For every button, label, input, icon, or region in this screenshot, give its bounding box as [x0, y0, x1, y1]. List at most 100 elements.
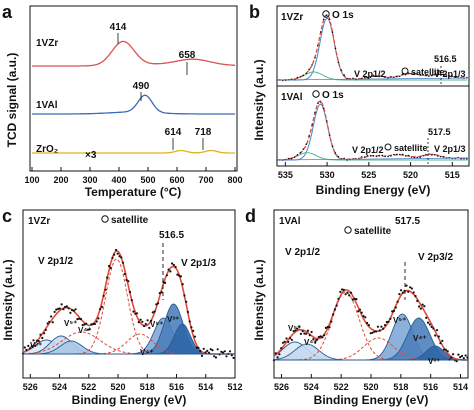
- panel-b-1val-data-point: [410, 156, 413, 158]
- panel-b-1val-data-point: [372, 155, 375, 157]
- panel-d-data-point: [315, 338, 319, 341]
- panel-c-data-point: [23, 346, 26, 349]
- panel-d-data-point: [437, 335, 440, 338]
- panel-d-sample-label: 1VAl: [279, 216, 301, 227]
- panel-d-data-point: [457, 353, 460, 356]
- panel-c-data-point: [25, 348, 28, 351]
- panel-b-1val-data-point: [393, 153, 395, 156]
- panel-c-data-point: [53, 310, 56, 313]
- panel-d-data-point: [358, 308, 362, 311]
- panel-b-1vzr-data-point: [407, 72, 410, 74]
- panel-b-1vzr-data-point: [410, 72, 413, 75]
- panel-d-data-point: [371, 331, 374, 334]
- panel-b-tick-label: 535: [278, 170, 293, 180]
- panel-d-data-point: [430, 325, 433, 328]
- panel-d-xlabel: Binding Energy (eV): [314, 393, 429, 407]
- panel-b-ylabel: Intensity (a.u.): [252, 59, 266, 140]
- panel-c-data-point: [143, 324, 146, 328]
- panel-d-v32-label: V 2p3/2: [418, 252, 453, 263]
- panel-c-species-v4-b: V⁴⁺: [140, 348, 154, 357]
- panel-d-data-point: [423, 305, 426, 308]
- panel-d-data-point: [353, 297, 356, 300]
- panel-c-data-point: [204, 351, 207, 354]
- panel-c-tick-label: 522: [81, 382, 96, 392]
- panel-c-data-point: [57, 307, 60, 310]
- panel-c-data-point: [181, 283, 184, 286]
- panel-b-1vzr-baseline: [276, 77, 470, 81]
- panel-c-data-point: [199, 349, 202, 353]
- panel-d-data-point: [333, 308, 336, 311]
- panel-d-data-point: [392, 309, 396, 312]
- panel-d-data-point: [378, 329, 381, 332]
- satellite-marker-icon: [101, 215, 109, 223]
- panel-b-1vzr-data-point: [425, 74, 427, 77]
- panel-d-data-point: [278, 353, 281, 356]
- panel-c-data-point: [35, 339, 39, 342]
- panel-d-data-point: [383, 324, 387, 327]
- panel-d-data-point: [450, 356, 453, 359]
- panel-c-data-point: [144, 322, 147, 326]
- panel-b-1vzr-data-point: [328, 18, 331, 21]
- panel-d-data-point: [439, 342, 442, 345]
- panel-b-1vzr-component: [277, 71, 468, 81]
- panel-d-data-point: [434, 334, 437, 337]
- panel-b-1val-data-point: [381, 154, 384, 157]
- panel-c-data-point: [211, 349, 214, 352]
- panel-d-v12-label: V 2p1/2: [285, 247, 320, 258]
- panel-d-data-point: [462, 357, 465, 360]
- panel-d-data-point: [405, 284, 408, 287]
- panel-b-1val-data-point: [337, 155, 340, 158]
- panel-d-data-point: [314, 341, 317, 344]
- panel-b-1val-label: 1VAl: [281, 92, 303, 103]
- panel-c-data-point: [123, 272, 126, 276]
- panel-c-data-point: [86, 328, 89, 331]
- panel-b-1vzr-data-point: [419, 74, 422, 76]
- panel-a-letter: a: [2, 2, 13, 22]
- panel-c-data-point: [67, 307, 70, 310]
- panel-c-xticks: 526 524 522 520 518 516 514 512: [23, 374, 243, 392]
- panel-b-1vzr-data-point: [311, 64, 313, 66]
- panel-c-data-point: [186, 310, 189, 314]
- peak-label-718: 718: [195, 127, 212, 138]
- panel-d-data-point: [380, 325, 383, 328]
- panel-b-1vzr-data-point: [299, 76, 302, 78]
- panel-c-data-point: [153, 310, 156, 313]
- panel-d-data-point: [321, 336, 324, 339]
- panel-d-data-point: [396, 300, 399, 303]
- panel-c-data-point: [178, 274, 181, 277]
- peak-label-614: 614: [165, 127, 182, 138]
- panel-c-data-point: [228, 350, 232, 353]
- panel-a-xticks: 100 200 300 400 500 600 700 800: [24, 167, 243, 185]
- panel-b-1vzr-data-point: [302, 74, 305, 77]
- panel-b-1vzr-data-point: [413, 73, 416, 75]
- panel-d-data-point: [464, 354, 467, 357]
- o1s-marker-icon: [312, 90, 320, 98]
- panel-b-1val-data-point: [293, 156, 296, 158]
- satellite-marker-icon: [384, 143, 392, 151]
- panel-b-1vzr-data-point: [393, 76, 395, 78]
- panel-d-data-point: [401, 291, 404, 294]
- panel-b-sat-label-bottom: satellite: [394, 143, 428, 153]
- panel-b-1vzr-data-point: [352, 77, 354, 80]
- panel-b-1vzr-data-point: [320, 31, 322, 33]
- panel-d-data-point: [310, 330, 313, 334]
- panel-d-species-v5-a: V⁵⁺: [288, 324, 301, 333]
- panel-c-data-point: [76, 318, 79, 321]
- peak-label-490: 490: [133, 81, 150, 92]
- panel-b-1vzr-data-point: [378, 75, 381, 78]
- panel-b-v12-label-top: V 2p1/2: [354, 69, 386, 79]
- panel-d-data-point: [389, 317, 392, 320]
- panel-c-data-point: [139, 318, 142, 321]
- panel-d-data-point: [369, 332, 372, 335]
- panel-c-data-point: [176, 273, 179, 276]
- panel-a-tick-label: 800: [227, 175, 242, 185]
- panel-c-tick-label: 512: [227, 382, 242, 392]
- panel-d-data-point: [340, 288, 344, 291]
- panel-b-bottom-frame: [276, 85, 470, 167]
- panel-d-data-point: [283, 340, 286, 343]
- panel-c-data-point: [132, 310, 135, 313]
- panel-c-data-point: [221, 351, 225, 354]
- panel-d-data-point: [296, 327, 299, 330]
- series-zro2-line: [32, 149, 235, 154]
- panel-b-1val-data-point: [334, 152, 337, 154]
